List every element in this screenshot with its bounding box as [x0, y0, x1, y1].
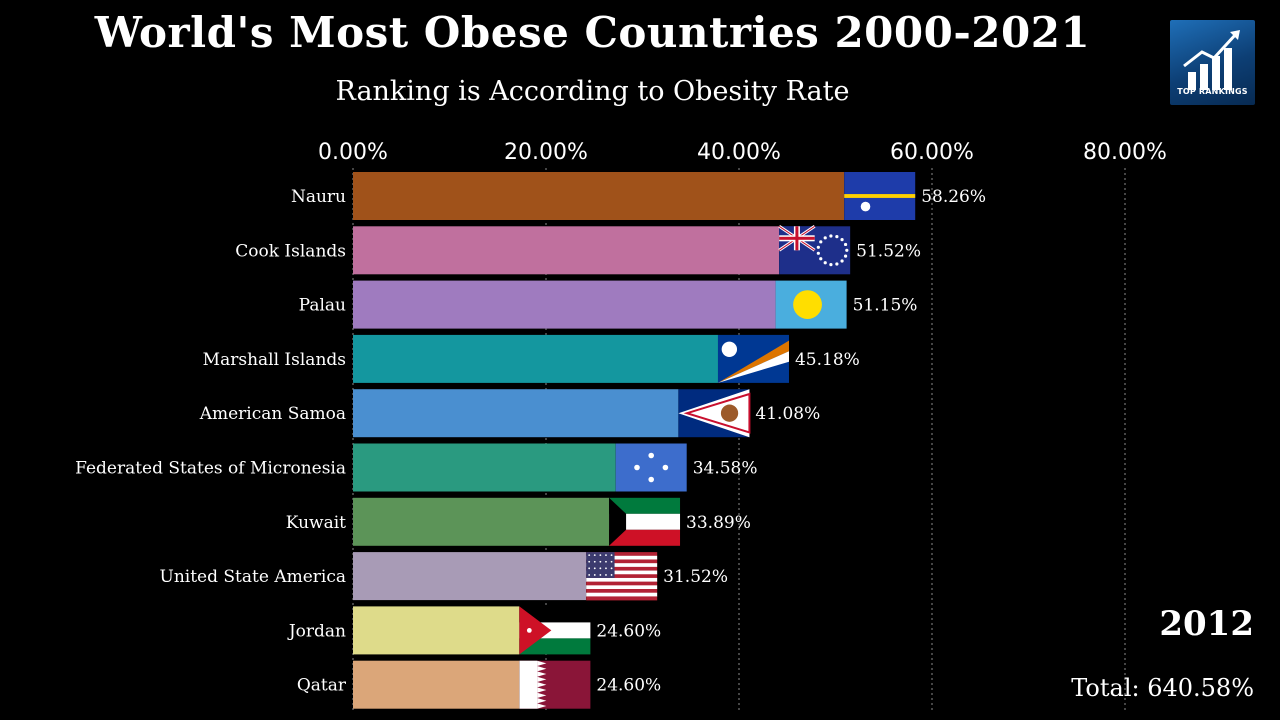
category-label: American Samoa — [199, 404, 346, 424]
category-label: Nauru — [291, 187, 346, 207]
category-label: Cook Islands — [235, 241, 346, 261]
year-label: 2012 — [1159, 604, 1254, 644]
bar — [353, 226, 780, 275]
value-label: 58.26% — [921, 187, 986, 207]
x-tick-label: 0.00% — [318, 140, 388, 165]
bar — [353, 334, 718, 383]
usa-flag — [586, 552, 658, 601]
category-label: Federated States of Micronesia — [75, 459, 346, 479]
value-label: 24.60% — [596, 676, 661, 696]
category-label: United State America — [160, 567, 346, 587]
bar — [353, 443, 616, 492]
category-label: Jordan — [287, 621, 346, 641]
cook-islands-flag — [778, 225, 851, 275]
bar — [353, 606, 520, 655]
logo-text: TOP RANKINGS — [1177, 87, 1248, 96]
category-label: Kuwait — [286, 513, 346, 533]
bar — [353, 497, 610, 546]
bar — [353, 552, 587, 601]
value-label: 31.52% — [663, 567, 728, 587]
x-tick-label: 80.00% — [1083, 140, 1167, 165]
bar — [353, 389, 679, 438]
value-label: 33.89% — [686, 513, 751, 533]
value-label: 41.08% — [755, 404, 820, 424]
bar — [353, 280, 776, 329]
value-label: 24.60% — [596, 621, 661, 641]
bar — [353, 172, 845, 220]
chart-subtitle: Ranking is According to Obesity Rate — [335, 76, 850, 107]
x-tick-label: 20.00% — [504, 140, 588, 165]
total-label: Total: 640.58% — [1071, 674, 1254, 702]
chart-title: World's Most Obese Countries 2000-2021 — [94, 8, 1091, 57]
micronesia-flag — [615, 443, 687, 492]
kuwait-flag — [609, 497, 681, 546]
value-label: 51.52% — [856, 241, 921, 261]
nauru-flag — [844, 172, 916, 220]
category-label: Qatar — [297, 676, 347, 696]
category-label: Palau — [299, 296, 346, 316]
qatar-flag — [519, 660, 591, 709]
jordan-flag — [519, 606, 591, 655]
value-label: 45.18% — [795, 350, 860, 370]
value-label: 34.58% — [693, 459, 758, 479]
x-tick-label: 60.00% — [890, 140, 974, 165]
x-tick-label: 40.00% — [697, 140, 781, 165]
top-rankings-logo: TOP RANKINGS — [1170, 20, 1255, 105]
category-label: Marshall Islands — [203, 350, 346, 370]
bar — [353, 660, 520, 709]
bar-chart-trend-arrow-icon — [1183, 30, 1240, 90]
marshall-islands-flag — [717, 334, 789, 383]
value-label: 51.15% — [853, 296, 918, 316]
american-samoa-flag — [678, 389, 751, 438]
palau-flag — [775, 280, 847, 329]
